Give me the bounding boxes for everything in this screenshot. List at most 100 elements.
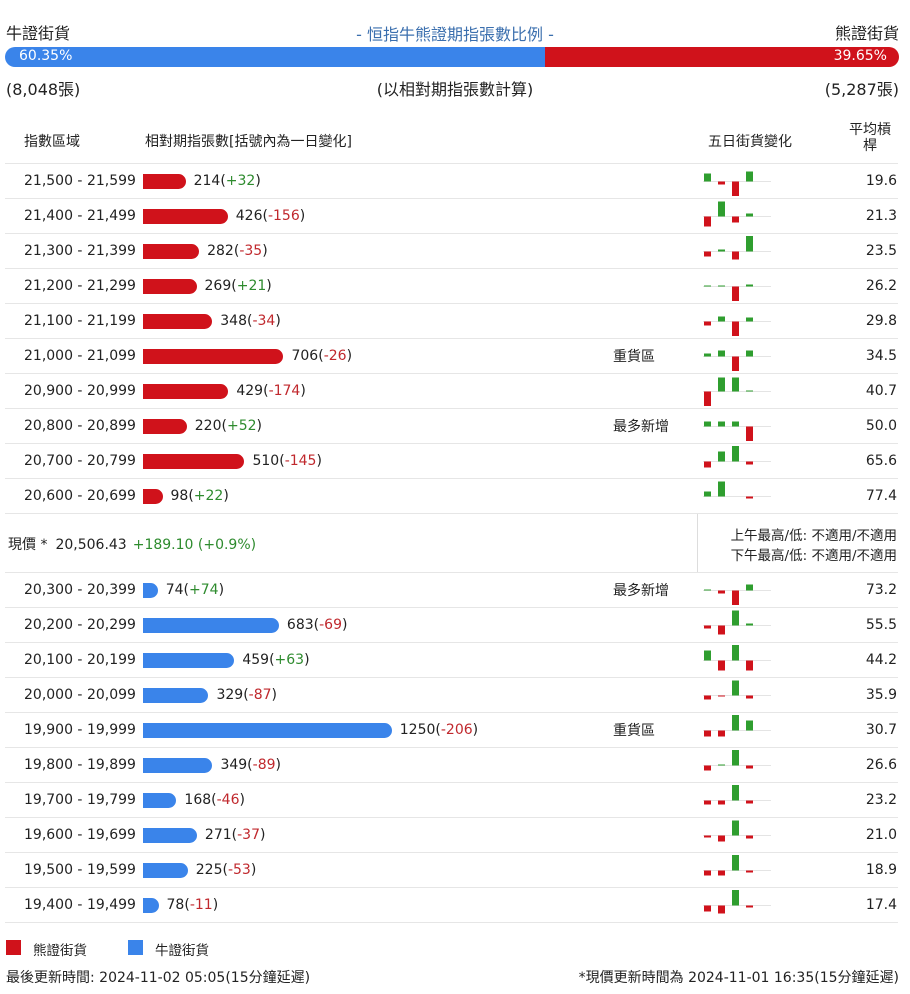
table-row: 20,800 - 20,899 220+52 最多新增 50.0 [5,409,898,444]
tag: 重貨區 [613,349,655,365]
count-bar [143,419,187,434]
table-row: 20,300 - 20,399 74+74 最多新增 73.2 [5,573,898,608]
range: 19,500 - 19,599 [24,862,136,878]
five-day-bar [746,870,753,873]
count-text: 429-174 [236,383,305,399]
leverage: 65.6 [865,453,897,469]
range: 21,400 - 21,499 [24,208,136,224]
count-bar [143,758,213,773]
table-row: 20,000 - 20,099 329-87 35.9 [5,678,898,713]
five-day-bar [732,855,739,871]
five-day-bar [718,451,725,462]
five-day-bar [746,623,753,626]
five-day-chart [703,610,771,635]
five-day-bar [718,764,725,766]
five-day-bar [718,249,725,252]
count: 220 [194,418,222,434]
tag: 最多新增 [613,419,669,435]
five-day-bar [746,584,753,591]
change: -87 [243,687,277,703]
five-day-bar [704,461,711,468]
count-bar [143,688,209,703]
five-day-chart [703,680,771,700]
count: 168 [184,792,212,808]
leverage: 40.7 [865,383,897,399]
count-bar [143,793,177,808]
leverage: 26.2 [865,278,897,294]
change: -206 [435,722,478,738]
five-day-chart [703,750,771,771]
leverage: 21.3 [865,208,897,224]
five-day-chart [703,446,771,468]
five-day-chart [703,855,771,876]
count-text: 459+63 [242,652,309,668]
five-day-bar [746,660,753,671]
five-day-bar [704,800,711,805]
change: -37 [232,827,266,843]
five-day-bar [732,356,739,371]
ratio-bar: 60.35% 39.65% [5,47,899,67]
count-bar [143,314,213,329]
count: 348 [220,313,247,329]
five-day-bar [718,285,725,287]
count-bar [143,349,284,364]
five-day-bar [718,421,725,427]
table-row: 21,200 - 21,299 269+21 26.2 [5,269,898,304]
change: -11 [184,897,218,913]
table-row: 20,900 - 20,999 429-174 40.7 [5,374,898,409]
leverage: 30.7 [865,722,897,738]
column-header: 五日街貨變化 [708,134,792,150]
count-text: 706-26 [291,348,352,364]
five-day-bar [746,461,753,465]
count-bar [143,583,158,598]
change: +21 [231,278,271,294]
count: 78 [166,897,185,913]
leverage: 19.6 [865,173,897,189]
five-day-bar [704,173,711,182]
five-day-chart [703,890,771,914]
price: 現價 * 20,506.43 +189.10 (+0.9%) [8,534,256,554]
leverage: 55.5 [865,617,897,633]
count-text: 426-156 [236,208,305,224]
count: 459 [242,652,270,668]
count-text: 349-89 [220,757,281,773]
legend-swatch [128,940,143,955]
five-day-chart [703,201,771,227]
count-bar [143,618,279,633]
column-header: 平均槓桿 [849,122,891,154]
change: -89 [247,757,281,773]
legend-label: 熊證街貨 [33,943,87,959]
count-text: 78-11 [167,897,219,913]
bear-label: 熊證街貨 [834,24,899,43]
five-day-bar [746,350,753,357]
tag: 最多新增 [613,583,669,599]
five-day-chart [703,481,771,499]
five-day-bar [732,645,739,661]
five-day-bar [704,285,711,287]
five-day-bar [746,720,753,731]
count-bar [143,723,392,738]
range: 21,100 - 21,199 [24,313,136,329]
five-day-chart [703,236,771,260]
change: -46 [211,792,245,808]
note: (以相對期指張數計算) [376,80,534,99]
table-row: 20,600 - 20,699 98+22 77.4 [5,479,898,514]
title: - 恒指牛熊證期指張數比例 - [356,25,554,44]
count-text: 98+22 [171,488,229,504]
table-row: 19,600 - 19,699 271-37 21.0 [5,818,898,853]
five-day-bar [718,377,725,392]
five-day-chart [703,377,771,406]
count-bar [143,863,188,878]
leverage: 35.9 [865,687,897,703]
bear-ratio: 39.65% [544,47,899,67]
bull-ratio-label: 60.35% [19,48,73,64]
five-day-bar [718,835,725,842]
leverage: 23.2 [865,792,897,808]
range: 20,700 - 20,799 [24,453,136,469]
change: -174 [263,383,306,399]
change: -34 [247,313,281,329]
range: 21,200 - 21,299 [24,278,136,294]
table-row: 19,700 - 19,799 168-46 23.2 [5,783,898,818]
five-day-bar [732,785,739,801]
